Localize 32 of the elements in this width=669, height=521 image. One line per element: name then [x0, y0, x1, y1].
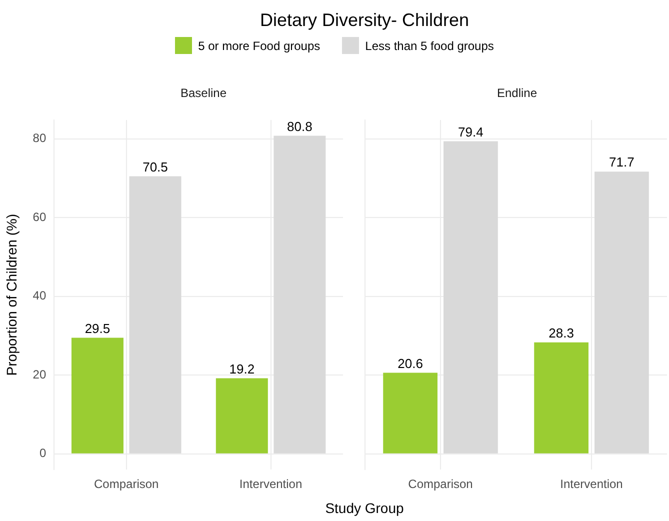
chart-subtitle: Baseline [179, 85, 228, 102]
x-axis-title: Study Group [324, 500, 405, 516]
bar [444, 141, 498, 454]
bar [274, 136, 326, 454]
chart-subtitle: Endline [496, 85, 538, 102]
bar [383, 372, 438, 454]
data-label: 28.3 [548, 326, 574, 341]
y-tick-label: 0 [39, 446, 46, 460]
data-label: 70.5 [142, 159, 168, 174]
data-label: 29.5 [84, 320, 110, 336]
data-label: 80.8 [287, 118, 312, 134]
x-tick-label: Intervention [239, 477, 302, 492]
bar [216, 378, 268, 454]
x-tick-label: Comparison [408, 477, 473, 492]
bar [594, 172, 649, 454]
y-tick-label: 40 [32, 288, 46, 303]
y-axis-title: Proportion of Children (%) [3, 214, 20, 376]
data-label: 71.7 [609, 154, 634, 170]
x-tick-label: Comparison [94, 477, 159, 492]
y-tick-label: 80 [32, 131, 46, 146]
y-tick-label: 60 [32, 210, 46, 224]
data-label: 20.6 [398, 356, 423, 371]
data-label: 79.4 [458, 124, 484, 140]
bar [129, 176, 182, 454]
x-tick-label: Intervention [560, 477, 623, 492]
legend-label: 5 or more Food groups [198, 38, 320, 52]
legend-label: Less than 5 food groups [365, 38, 494, 52]
bar [534, 342, 588, 454]
data-label: 19.2 [229, 361, 255, 376]
chart-title: Dietary Diversity- Children [258, 10, 470, 31]
y-tick-label: 20 [32, 367, 46, 382]
bar [71, 338, 124, 454]
